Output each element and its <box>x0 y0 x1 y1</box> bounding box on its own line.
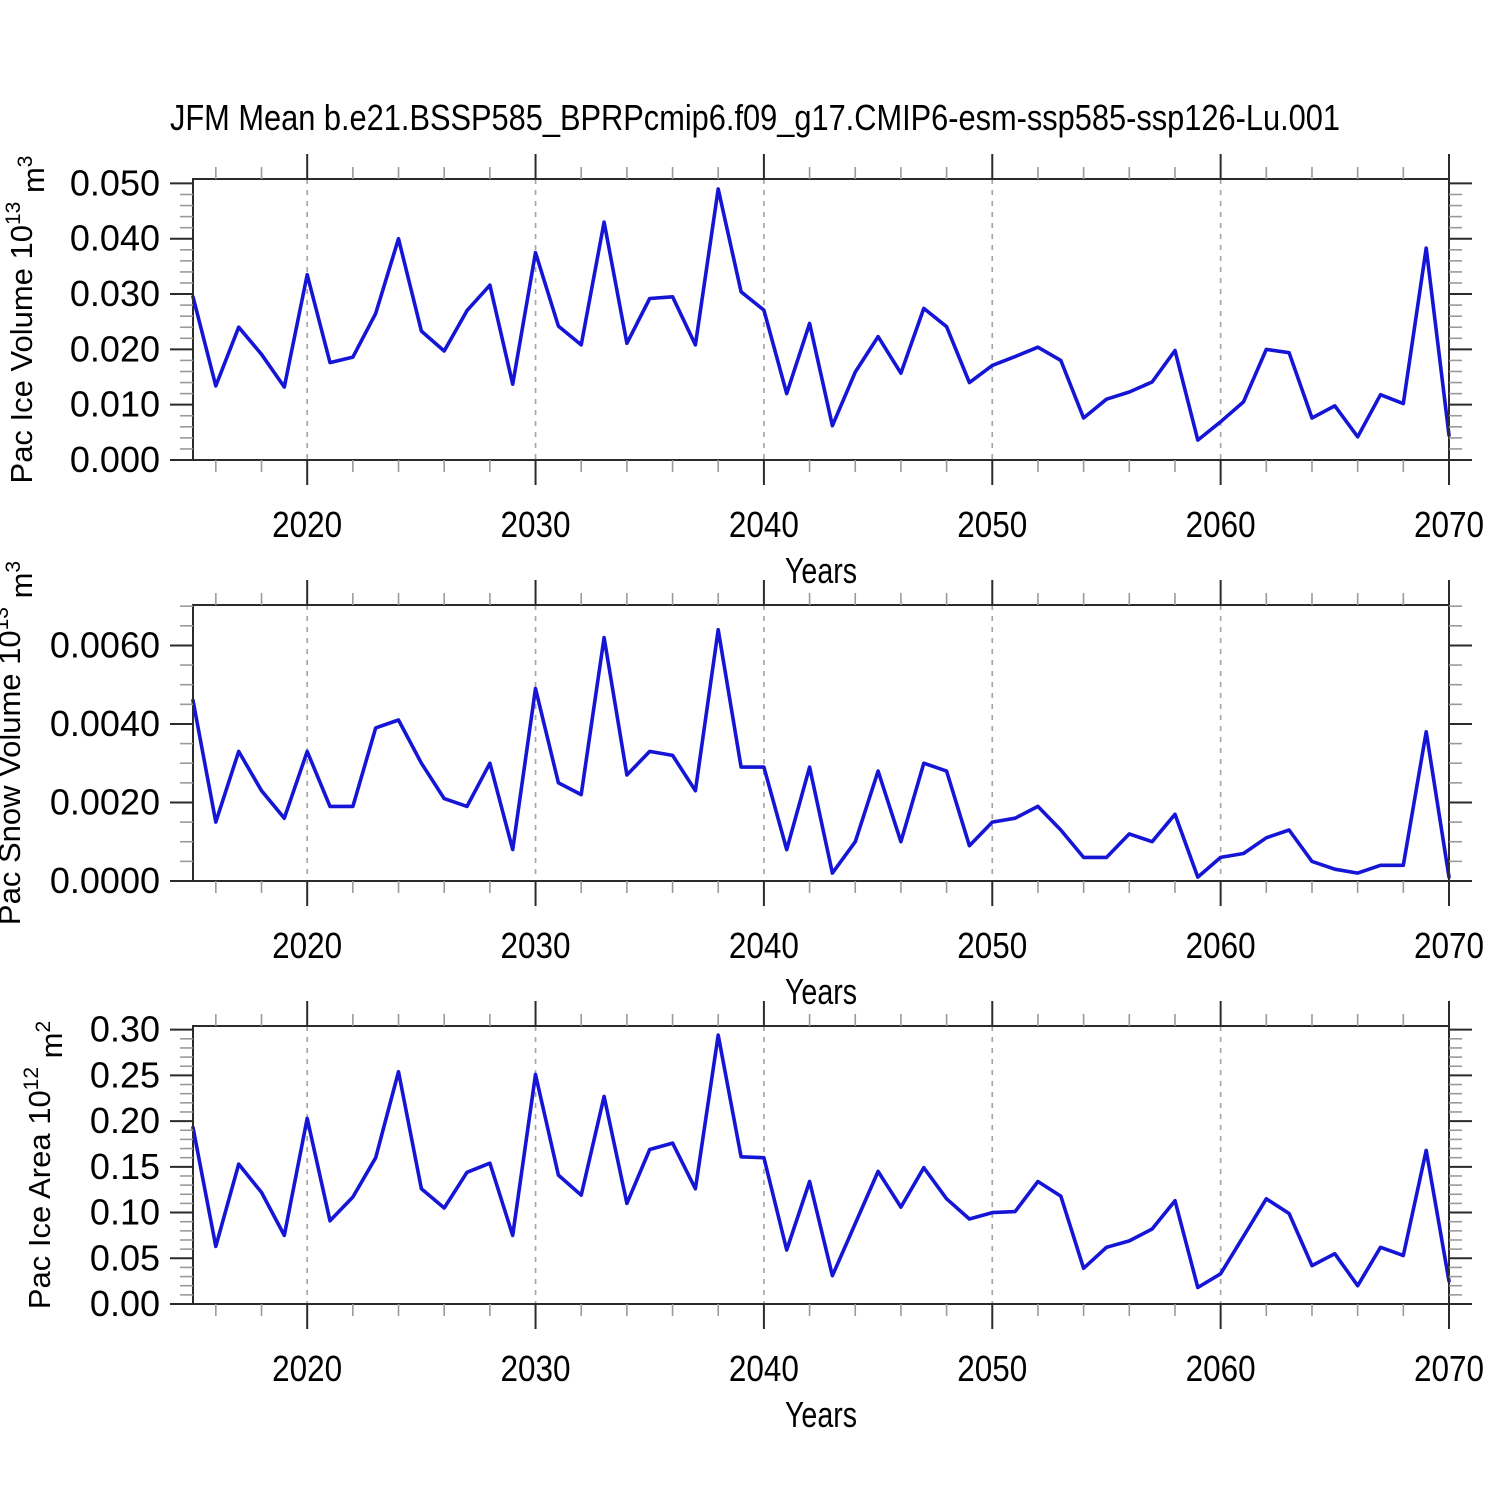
pac-ice-area-x-tick-label: 2050 <box>957 1348 1027 1389</box>
pac-snow-volume-x-tick-label: 2040 <box>729 925 799 966</box>
pac-snow-volume-y-tick-label: 0.0020 <box>50 781 160 822</box>
pac-ice-area-x-tick-label: 2070 <box>1414 1348 1484 1389</box>
pac-ice-area-xaxis-title: Years <box>785 1394 857 1435</box>
panels-container: 0.000 0.010 0.020 0.030 0.040 0.050 2020 2030 20… <box>0 154 1484 1435</box>
pac-snow-volume-x-tick-label: 2070 <box>1414 925 1484 966</box>
pac-ice-volume-x-tick-label: 2030 <box>501 504 571 545</box>
pac-snow-volume-y-tick-label: 0.0040 <box>50 703 160 744</box>
pac-ice-volume-yaxis-title: Pac Ice Volume 1013​ m3​ <box>2 156 51 484</box>
pac-ice-area-x-tick-label: 2030 <box>501 1348 571 1389</box>
pac-ice-volume-xaxis-title: Years <box>785 550 857 591</box>
figure-title: JFM Mean b.e21.BSSP585_BPRPcmip6.f09_g17… <box>170 97 1340 138</box>
pac-ice-volume-x-tick-label: 2020 <box>272 504 342 545</box>
pac-snow-volume-panel: 0.0000 0.0020 0.0040 0.0060 2020 2030 2040 2050… <box>0 561 1484 1012</box>
pac-ice-volume-y-tick-label: 0.050 <box>70 162 160 203</box>
pac-snow-volume-x-tick-label: 2020 <box>272 925 342 966</box>
pac-snow-volume-xaxis-title: Years <box>785 971 857 1012</box>
pac-ice-volume-y-tick-label: 0.020 <box>70 328 160 369</box>
pac-ice-volume-y-tick-label: 0.000 <box>70 439 160 480</box>
pac-ice-volume-data-line <box>191 187 1451 442</box>
pac-ice-area-y-tick-label: 0.20 <box>90 1100 160 1141</box>
pac-ice-volume-y-tick-label: 0.030 <box>70 273 160 314</box>
pac-ice-area-x-tick-label: 2020 <box>272 1348 342 1389</box>
pac-ice-volume-x-tick-label: 2060 <box>1186 504 1256 545</box>
pac-ice-volume-y-tick-label: 0.010 <box>70 384 160 425</box>
pac-ice-volume-y-tick-label: 0.040 <box>70 218 160 259</box>
pac-ice-area-panel: 0.00 0.050.10 0.15 0.20 0.250.30 2020 2030 2040… <box>20 1001 1484 1435</box>
pac-ice-area-plot-frame <box>192 1025 1450 1305</box>
pac-ice-area-y-tick-label: 0.10 <box>90 1192 160 1233</box>
pac-ice-volume-x-tick-label: 2040 <box>729 504 799 545</box>
pac-ice-volume-x-tick-label: 2070 <box>1414 504 1484 545</box>
pac-snow-volume-y-tick-label: 0.0000 <box>50 860 160 901</box>
pac-snow-volume-x-tick-label: 2030 <box>501 925 571 966</box>
pac-ice-area-y-tick-label: 0.15 <box>90 1146 160 1187</box>
pac-ice-area-y-tick-label: 0.30 <box>90 1009 160 1050</box>
pac-ice-volume-plot-frame <box>192 178 1450 461</box>
pac-ice-area-y-tick-label: 0.25 <box>90 1054 160 1095</box>
pac-ice-area-y-tick-label: 0.00 <box>90 1283 160 1324</box>
pac-ice-area-y-tick-label: 0.05 <box>90 1237 160 1278</box>
pac-ice-area-data-line <box>191 1033 1451 1290</box>
pac-snow-volume-yaxis-title: Pac Snow Volume 1013​ m3​ <box>0 561 39 925</box>
pac-ice-volume-x-tick-label: 2050 <box>957 504 1027 545</box>
pac-snow-volume-x-tick-label: 2060 <box>1186 925 1256 966</box>
pac-snow-volume-x-tick-label: 2050 <box>957 925 1027 966</box>
pac-ice-area-yaxis-title: Pac Ice Area 1012​ m2​ <box>20 1021 69 1309</box>
pac-ice-area-x-tick-label: 2060 <box>1186 1348 1256 1389</box>
pac-snow-volume-data-line <box>191 627 1451 879</box>
pac-snow-volume-y-tick-label: 0.0060 <box>50 624 160 665</box>
pac-ice-volume-panel: 0.000 0.010 0.020 0.030 0.040 0.050 2020 2030 20… <box>2 154 1484 591</box>
pac-ice-area-x-tick-label: 2040 <box>729 1348 799 1389</box>
